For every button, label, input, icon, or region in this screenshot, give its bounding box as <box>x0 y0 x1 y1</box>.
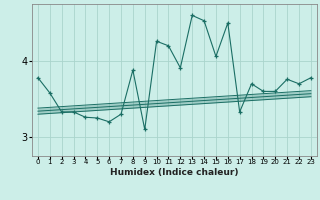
X-axis label: Humidex (Indice chaleur): Humidex (Indice chaleur) <box>110 168 239 177</box>
